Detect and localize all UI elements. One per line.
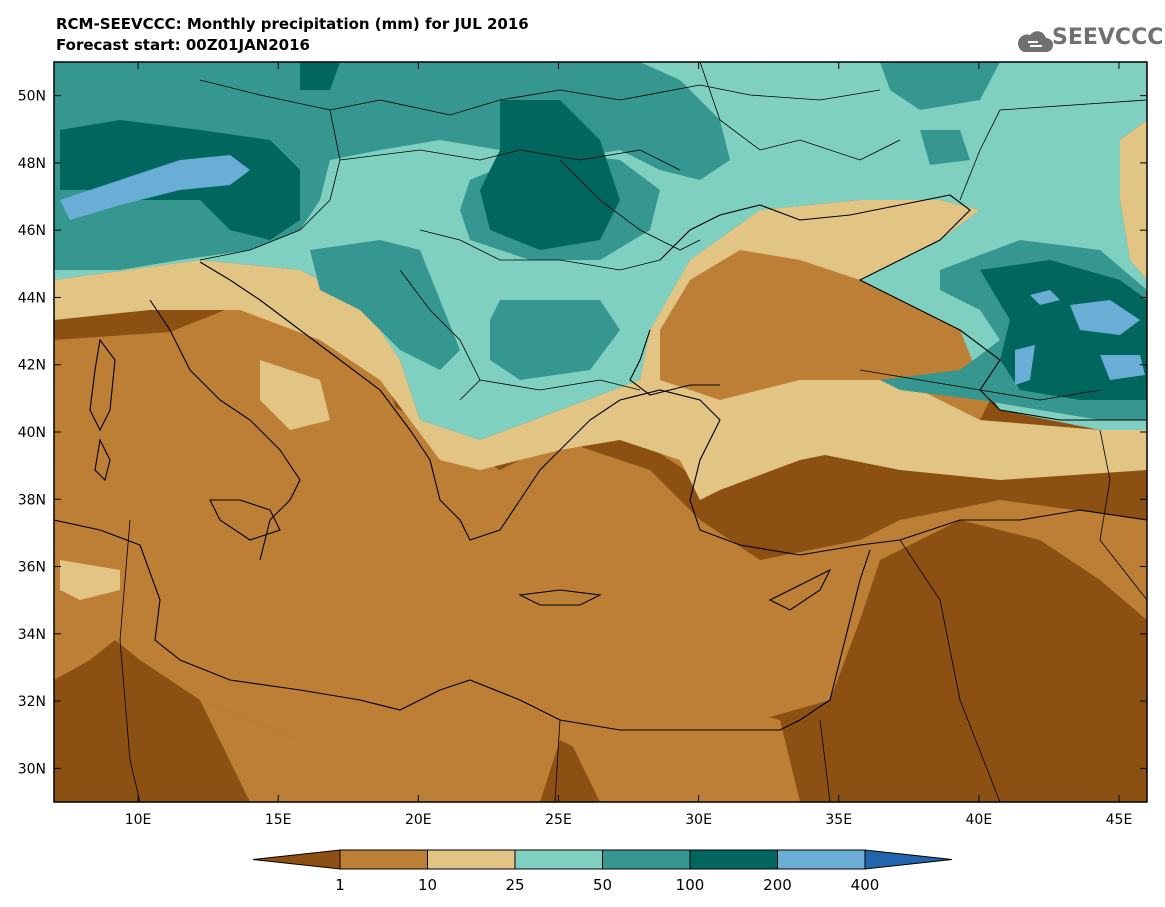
colorbar-label: 50	[593, 876, 612, 894]
lat-tick-label: 36N	[18, 560, 46, 576]
map-title: RCM-SEEVCCC: Monthly precipitation (mm) …	[56, 15, 529, 33]
seevccc-logo: SEEVCCC	[1052, 25, 1164, 50]
colorbar-label: 400	[851, 876, 880, 894]
colorbar-label: 25	[505, 876, 524, 894]
lon-tick-label: 30E	[685, 812, 712, 828]
lat-tick-label: 32N	[18, 694, 46, 710]
precipitation-field	[54, 62, 1147, 802]
lon-tick-label: 15E	[265, 812, 292, 828]
cloud-icon	[1017, 31, 1053, 52]
colorbar-label: 1	[335, 876, 345, 894]
colorbar-swatch	[602, 849, 691, 870]
axis-ticks: 10E 15E 20E 25E 30E 35E 40E 45E 30N 32N 34N 36N 38N 4…	[18, 62, 1147, 828]
lat-tick-label: 30N	[18, 761, 46, 777]
colorbar: 1 10 25 50 100 200 400	[252, 849, 953, 894]
forecast-start-label: Forecast start: 00Z01JAN2016	[56, 36, 310, 54]
colorbar-label: 100	[676, 876, 705, 894]
lon-tick-label: 20E	[405, 812, 432, 828]
lon-tick-label: 10E	[125, 812, 152, 828]
colorbar-swatch	[689, 849, 778, 870]
lon-tick-label: 35E	[825, 812, 852, 828]
lon-tick-label: 40E	[966, 812, 993, 828]
colorbar-swatch	[514, 849, 603, 870]
country-borders	[119, 62, 1147, 802]
colorbar-swatch	[864, 849, 953, 870]
colorbar-label: 200	[763, 876, 792, 894]
lat-tick-label: 44N	[18, 290, 46, 306]
lat-tick-label: 46N	[18, 223, 46, 239]
colorbar-swatch	[427, 849, 516, 870]
colorbar-swatch	[252, 849, 341, 870]
colorbar-swatch	[339, 849, 428, 870]
lat-tick-label: 40N	[18, 425, 46, 441]
lat-tick-label: 50N	[18, 89, 46, 105]
lat-tick-label: 42N	[18, 358, 46, 374]
lat-tick-label: 38N	[18, 492, 46, 508]
colorbar-label: 10	[418, 876, 437, 894]
coastlines	[54, 194, 1147, 731]
lon-tick-label: 25E	[545, 812, 572, 828]
lat-tick-label: 34N	[18, 627, 46, 643]
colorbar-swatch	[777, 849, 866, 870]
lat-tick-label: 48N	[18, 156, 46, 172]
lon-tick-label: 45E	[1106, 812, 1133, 828]
